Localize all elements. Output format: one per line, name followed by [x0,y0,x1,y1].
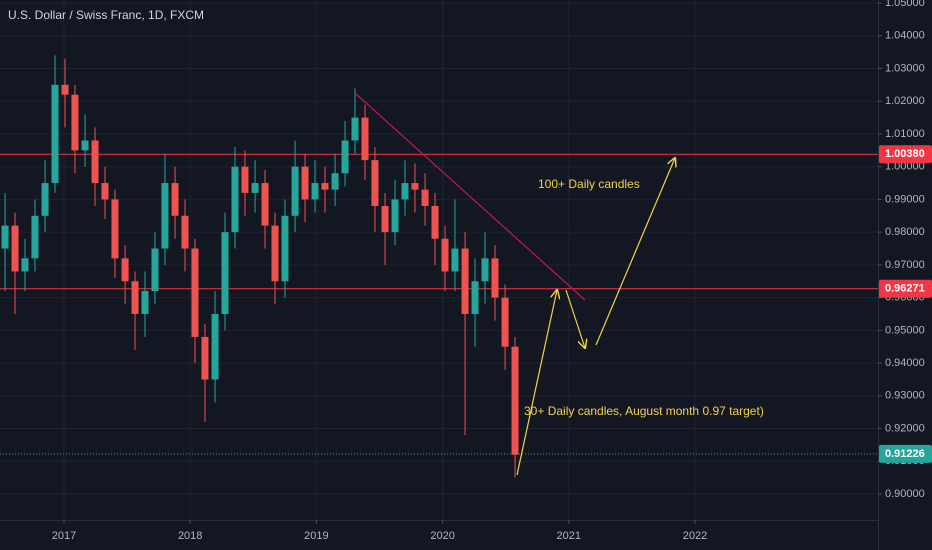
projection-arrow [516,290,557,476]
candle-body [51,84,59,184]
candle-body [481,258,489,282]
candle-body [221,232,229,314]
trend-line [354,92,586,301]
x-tick-label: 2018 [178,530,202,542]
y-tick-label: 1.01000 [885,128,925,140]
candle-body [141,291,149,314]
candle-body [311,183,319,200]
chart-title: U.S. Dollar / Swiss Franc, 1D, FXCM [8,8,204,22]
candles [1,55,519,478]
candle-body [1,225,9,249]
axes: 1.05000 1.04000 1.03000 1.02000 1.01000 1.000… [52,0,932,542]
y-tick-label: 1.02000 [885,95,925,107]
y-tick-label: 0.99000 [885,193,925,205]
y-tick-label: 0.97000 [885,259,925,271]
x-tick-label: 2017 [52,530,76,542]
annotation: 100+ Daily candles [538,177,640,191]
candle-body [71,94,79,151]
x-tick-label: 2019 [304,530,328,542]
price-label-box [879,279,932,298]
candle-body [301,166,309,200]
y-tick-label: 1.03000 [885,62,925,74]
candle-body [171,183,179,216]
candle-body [181,215,189,249]
candle-body [361,117,369,161]
candle-body [201,336,209,380]
candle-body [341,140,349,174]
candle-body [431,205,439,239]
grid [0,0,878,520]
candle-body [421,189,429,206]
y-tick-label: 0.94000 [885,357,925,369]
candle-body [471,281,479,314]
levels [0,153,878,455]
y-tick-label: 0.98000 [885,226,925,238]
candle-body [401,183,409,200]
candle-body [251,183,259,193]
x-tick-label: 2020 [430,530,454,542]
annotation: 30+ Daily candles, August month 0.97 tar… [524,404,764,418]
projection-arrow [565,289,585,348]
candle-body [111,199,119,259]
candle-body [151,248,159,292]
y-tick-label: 1.04000 [885,30,925,42]
candle-body [191,248,199,337]
price-label-box [879,444,932,463]
y-tick-label: 0.90000 [885,488,925,500]
y-tick-label: 0.95000 [885,324,925,336]
projection-arrow [595,158,675,346]
y-tick-label: 1.00000 [885,161,925,173]
candle-body [121,258,129,282]
price-label: 0.91226 [885,448,925,460]
candle-body [101,183,109,200]
price-label-box [879,145,932,164]
candle-body [11,225,19,272]
candle-body [491,258,499,298]
candle-body [241,166,249,193]
candle-body [411,183,419,190]
candle-body [91,140,99,184]
candle-body [441,238,449,272]
candle-body [291,166,299,216]
candle-body [21,258,29,272]
x-tick-label: 2021 [557,530,581,542]
candle-body [511,346,519,455]
candle-body [381,205,389,233]
y-tick-label: 0.93000 [885,390,925,402]
candle-body [231,166,239,233]
candle-body [501,297,509,347]
candle-body [461,248,469,314]
candle-body [451,248,459,272]
y-tick-label: 0.92000 [885,422,925,434]
price-label: 0.96271 [885,283,925,295]
candle-body [351,117,359,141]
price-label: 1.00380 [885,148,925,160]
candle-body [81,140,89,151]
candle-body [321,183,329,190]
candle-body [391,199,399,233]
candle-body [261,183,269,226]
candle-body [281,215,289,282]
candle-body [211,313,219,380]
candle-body [131,281,139,314]
candle-body [271,225,279,282]
y-tick-label: 1.05000 [885,0,925,9]
candle-body [61,84,69,95]
x-tick-label: 2022 [683,530,707,542]
candle-body [371,160,379,206]
candle-body [41,183,49,216]
candle-body [31,215,39,259]
candle-body [331,173,339,190]
candle-body [161,183,169,249]
